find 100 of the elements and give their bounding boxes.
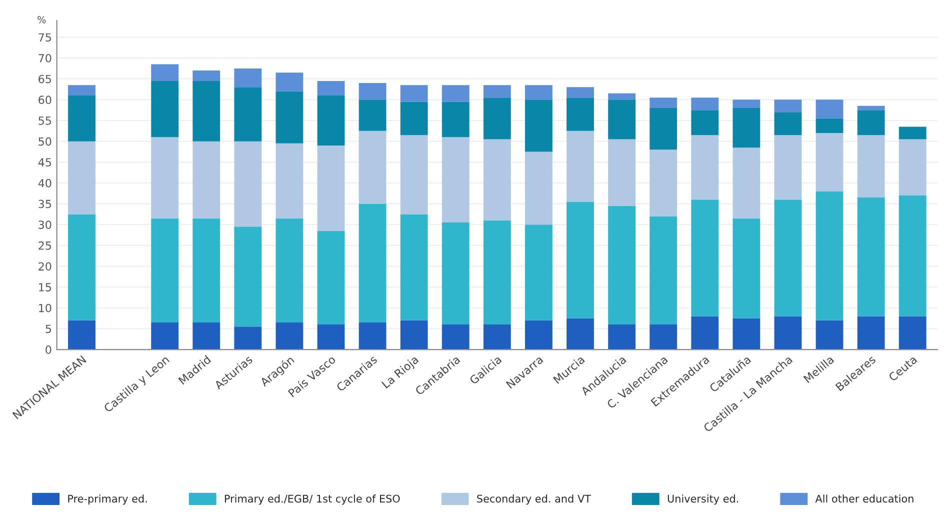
bar bbox=[400, 214, 428, 320]
bar bbox=[566, 318, 594, 350]
bar bbox=[483, 220, 511, 325]
bar bbox=[151, 218, 179, 322]
bar bbox=[192, 218, 220, 322]
bar bbox=[151, 80, 179, 138]
y-tick-label: 70 bbox=[38, 54, 52, 62]
bar bbox=[358, 130, 386, 204]
bar bbox=[898, 195, 926, 316]
bar bbox=[566, 130, 594, 202]
bar bbox=[608, 324, 636, 350]
y-tick-label: 60 bbox=[38, 96, 52, 104]
bar bbox=[774, 316, 802, 350]
bar bbox=[483, 85, 511, 98]
bar bbox=[442, 102, 470, 138]
legend-label: Primary ed./EGB/ 1st cycle of ESO bbox=[224, 494, 400, 505]
bar bbox=[857, 316, 885, 350]
y-tick-label: 65 bbox=[38, 74, 51, 84]
bar bbox=[774, 100, 802, 112]
bar bbox=[358, 100, 386, 131]
bar bbox=[774, 112, 802, 136]
bar bbox=[691, 135, 719, 200]
bar bbox=[816, 320, 844, 350]
bar bbox=[525, 100, 552, 152]
bar bbox=[857, 198, 885, 316]
bar bbox=[816, 118, 844, 133]
y-tick-label: 10 bbox=[39, 304, 52, 312]
bar bbox=[68, 214, 96, 320]
bar bbox=[525, 224, 552, 320]
y-tick-label: 45 bbox=[38, 158, 51, 167]
y-tick-label: 35 bbox=[38, 200, 51, 208]
bar bbox=[650, 324, 678, 350]
bar bbox=[151, 137, 179, 218]
bar bbox=[650, 216, 678, 325]
bar bbox=[774, 200, 802, 316]
bar bbox=[566, 98, 594, 131]
bar bbox=[608, 139, 636, 206]
y-tick-label: 55 bbox=[38, 116, 51, 125]
bar bbox=[857, 106, 885, 110]
bar bbox=[857, 110, 885, 136]
bar bbox=[234, 141, 262, 227]
bar bbox=[317, 324, 345, 350]
y-tick-label: 15 bbox=[39, 283, 51, 292]
bar bbox=[442, 137, 470, 223]
bar bbox=[691, 316, 719, 350]
legend-label: All other education bbox=[815, 494, 914, 503]
bar bbox=[566, 87, 594, 98]
y-tick-label: 40 bbox=[38, 178, 52, 188]
bar bbox=[898, 316, 926, 350]
bar bbox=[192, 141, 220, 218]
bar bbox=[483, 98, 511, 140]
bar bbox=[483, 324, 511, 350]
bar bbox=[68, 96, 96, 142]
legend-label: Pre-primary ed. bbox=[68, 494, 147, 505]
y-tick-label: 75 bbox=[38, 33, 51, 42]
bar bbox=[400, 135, 428, 214]
bar bbox=[442, 324, 470, 350]
bar bbox=[276, 72, 304, 92]
bar bbox=[525, 85, 552, 100]
bar bbox=[192, 80, 220, 142]
bar bbox=[732, 108, 760, 148]
bar bbox=[732, 148, 760, 218]
bar bbox=[276, 322, 304, 350]
bar bbox=[276, 143, 304, 218]
bar bbox=[691, 98, 719, 110]
bar bbox=[732, 318, 760, 350]
bar bbox=[691, 110, 719, 136]
bar bbox=[192, 322, 220, 350]
bar bbox=[608, 100, 636, 140]
bar bbox=[732, 218, 760, 318]
y-tick-label: 0 bbox=[46, 345, 52, 354]
bar bbox=[234, 326, 262, 350]
bar bbox=[525, 320, 552, 350]
bar bbox=[276, 91, 304, 144]
bar bbox=[317, 96, 345, 146]
bar bbox=[816, 191, 844, 320]
bar bbox=[691, 200, 719, 316]
bar bbox=[774, 135, 802, 200]
bar bbox=[400, 85, 428, 102]
bar bbox=[358, 204, 386, 322]
bar bbox=[400, 320, 428, 350]
bar bbox=[608, 206, 636, 325]
bar bbox=[898, 139, 926, 196]
bar bbox=[400, 102, 428, 136]
bar bbox=[276, 218, 304, 322]
bar bbox=[151, 64, 179, 81]
bar bbox=[650, 108, 678, 150]
bar bbox=[234, 68, 262, 88]
y-tick-label: 50 bbox=[38, 137, 52, 146]
y-tick-label: 25 bbox=[38, 241, 51, 250]
bar bbox=[68, 320, 96, 350]
bar bbox=[816, 132, 844, 192]
bar bbox=[650, 98, 678, 108]
bar bbox=[68, 141, 96, 214]
bar bbox=[317, 145, 345, 231]
legend-label: Secondary ed. and VT bbox=[477, 494, 591, 505]
bar bbox=[816, 100, 844, 118]
bar bbox=[317, 80, 345, 96]
bar bbox=[857, 135, 885, 198]
y-axis-title: % bbox=[38, 16, 46, 24]
